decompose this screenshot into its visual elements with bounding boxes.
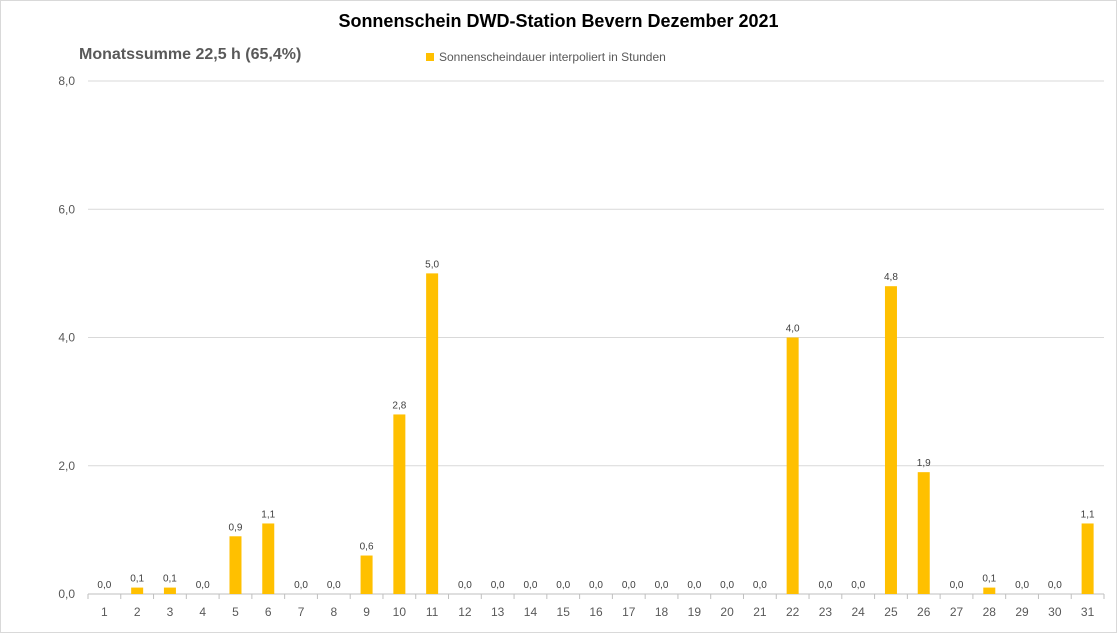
data-label: 0,0 [97,580,111,591]
x-tick-label: 29 [1015,605,1029,619]
data-label: 0,0 [851,580,865,591]
data-label: 0,0 [491,580,505,591]
data-label: 0,0 [556,580,570,591]
bar [983,587,996,594]
data-label: 0,0 [1048,580,1062,591]
data-label: 0,0 [327,580,341,591]
chart-title: Sonnenschein DWD-Station Bevern Dezember… [338,11,779,31]
x-tick-label: 31 [1081,605,1095,619]
bar [884,286,897,594]
data-label: 0,0 [523,580,537,591]
bar [426,273,439,594]
data-label: 0,0 [458,580,472,591]
data-label: 0,0 [196,580,210,591]
bar [393,414,406,594]
x-tick-label: 2 [134,605,141,619]
data-label: 0,0 [720,580,734,591]
data-label: 1,1 [261,509,275,520]
bar [131,587,144,594]
data-label: 1,9 [917,458,931,469]
data-label: 0,6 [360,542,374,553]
x-tick-label: 15 [557,605,571,619]
data-label: 0,9 [229,522,243,533]
legend-label: Sonnenscheindauer interpoliert in Stunde… [439,50,666,64]
data-label: 0,0 [622,580,636,591]
data-label: 2,8 [392,400,406,411]
y-tick-label: 8,0 [58,74,75,88]
x-tick-label: 3 [167,605,174,619]
x-tick-label: 10 [393,605,407,619]
legend-swatch [426,53,434,61]
y-tick-label: 2,0 [58,459,75,473]
x-tick-label: 11 [426,605,439,619]
x-tick-label: 14 [524,605,538,619]
bar [229,536,242,594]
data-label: 0,1 [163,574,177,585]
y-tick-label: 0,0 [58,587,75,601]
x-tick-label: 25 [884,605,898,619]
data-label: 0,0 [818,580,832,591]
data-label: 0,0 [294,580,308,591]
data-label: 0,0 [950,580,964,591]
bar [917,472,930,594]
x-tick-label: 7 [298,605,305,619]
x-tick-label: 8 [330,605,337,619]
x-tick-label: 23 [819,605,833,619]
x-tick-label: 1 [101,605,108,619]
bar [163,587,176,594]
data-label: 0,0 [753,580,767,591]
data-label: 0,1 [130,574,144,585]
data-label: 0,0 [1015,580,1029,591]
x-tick-label: 24 [852,605,866,619]
bar [1081,523,1094,594]
data-label: 0,0 [589,580,603,591]
x-tick-label: 12 [458,605,472,619]
y-tick-label: 6,0 [58,202,75,216]
bar [360,555,373,594]
monthly-sum-label: Monatssumme 22,5 h (65,4%) [79,46,302,63]
data-label: 4,0 [786,324,800,335]
legend: Sonnenscheindauer interpoliert in Stunde… [426,50,666,64]
x-tick-label: 30 [1048,605,1062,619]
x-tick-label: 27 [950,605,964,619]
x-tick-label: 5 [232,605,239,619]
x-tick-label: 16 [589,605,603,619]
data-label: 1,1 [1081,509,1095,520]
x-tick-label: 6 [265,605,272,619]
x-tick-label: 28 [983,605,997,619]
x-tick-label: 18 [655,605,669,619]
x-tick-label: 19 [688,605,702,619]
x-tick-label: 13 [491,605,505,619]
x-tick-label: 9 [363,605,370,619]
data-label: 0,0 [687,580,701,591]
bar [262,523,275,594]
bar [786,337,799,594]
data-label: 0,0 [655,580,669,591]
x-tick-label: 26 [917,605,931,619]
x-tick-label: 4 [199,605,206,619]
x-tick-label: 21 [753,605,767,619]
x-tick-label: 22 [786,605,800,619]
x-tick-label: 20 [720,605,734,619]
x-tick-label: 17 [622,605,636,619]
data-label: 0,1 [982,574,996,585]
y-tick-label: 4,0 [58,331,75,345]
data-label: 4,8 [884,272,898,283]
data-label: 5,0 [425,259,439,270]
